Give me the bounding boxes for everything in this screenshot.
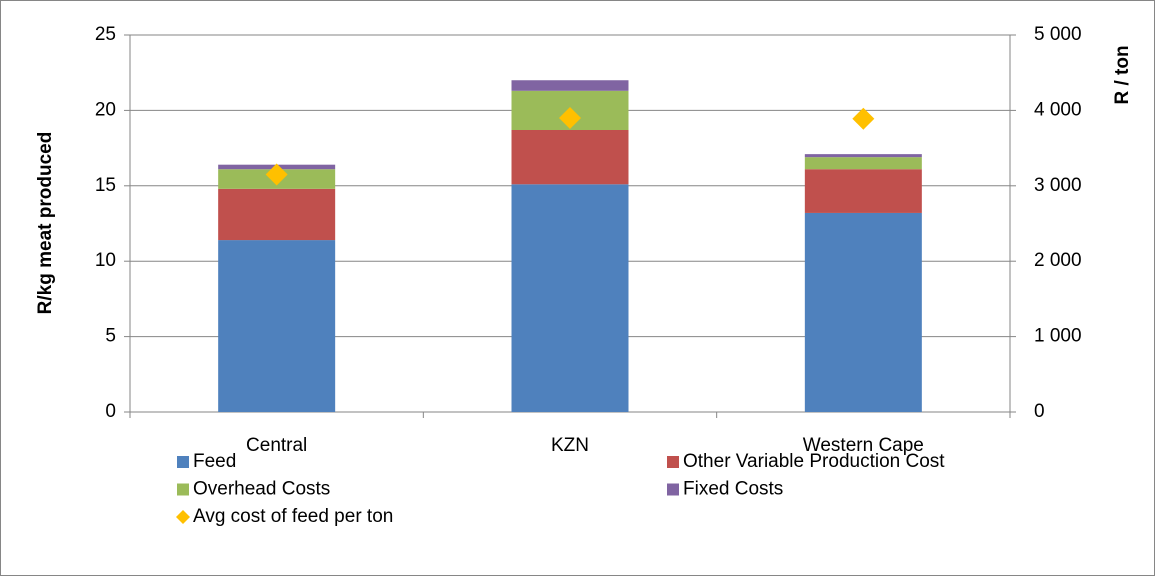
y-tick-label: 0 (105, 401, 116, 422)
y2-tick-label: 1 000 (1034, 326, 1082, 347)
legend-label: Feed (193, 451, 236, 472)
y-tick-label: 25 (95, 24, 116, 45)
legend-swatch (667, 483, 679, 496)
y2-axis-title: R / ton (1112, 45, 1133, 104)
x-tick-label: Western Cape (803, 435, 924, 456)
x-tick-label: KZN (551, 435, 589, 456)
legend-label: Fixed Costs (683, 479, 783, 500)
y-tick-label: 5 (105, 326, 116, 347)
bar-segment (804, 154, 922, 158)
legend-swatch (667, 456, 679, 468)
y2-tick-label: 3 000 (1034, 175, 1082, 196)
bar-segment (804, 157, 922, 170)
y2-tick-label: 5 000 (1034, 24, 1082, 45)
legend-label: Overhead Costs (193, 479, 330, 500)
marker (265, 163, 288, 186)
legend-swatch (177, 483, 189, 496)
legend-label: Other Variable Production Cost (683, 451, 945, 472)
y2-tick-label: 0 (1034, 401, 1045, 422)
marker (852, 107, 875, 130)
legend-swatch (177, 456, 189, 468)
bar-segment (511, 184, 629, 412)
y-tick-label: 10 (95, 250, 116, 271)
y-tick-label: 15 (95, 175, 116, 196)
bar-segment (511, 130, 629, 185)
legend-label: Avg cost of feed per ton (193, 506, 393, 527)
bar-segment (804, 212, 922, 412)
x-tick-label: Central (246, 435, 307, 456)
bar-segment (218, 240, 336, 412)
marker (559, 106, 581, 129)
bar-segment (511, 80, 629, 91)
y-axis-title: R/kg meat produced (35, 132, 56, 315)
y2-tick-label: 4 000 (1034, 99, 1082, 120)
y-tick-label: 20 (95, 99, 116, 120)
bar-segment (218, 188, 336, 241)
legend-marker (176, 510, 190, 524)
bar-segment (804, 169, 922, 213)
y2-tick-label: 2 000 (1034, 250, 1082, 271)
